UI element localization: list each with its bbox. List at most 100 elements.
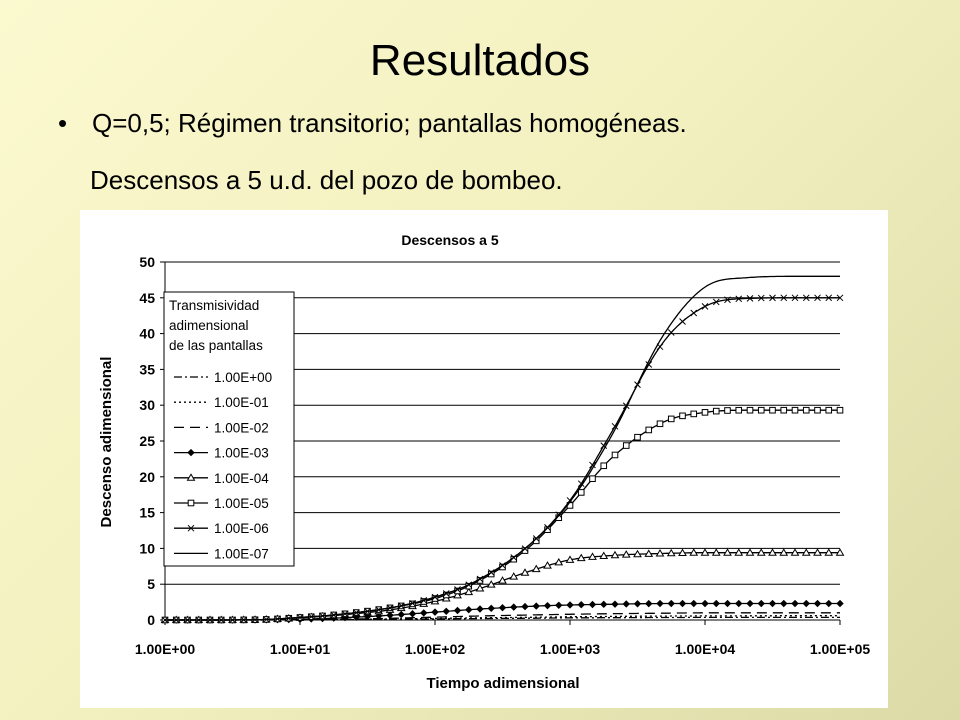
data-point	[801, 548, 811, 556]
data-point	[634, 433, 641, 441]
legend-label: 1.00E-05	[214, 496, 269, 511]
data-point	[745, 548, 755, 556]
y-tick-label: 40	[139, 326, 155, 342]
data-point	[746, 599, 754, 608]
legend-label: 1.00E-07	[214, 546, 269, 561]
data-point	[644, 549, 654, 557]
data-point	[622, 600, 630, 608]
legend-label: 1.00E-01	[214, 395, 269, 410]
data-point	[611, 600, 619, 608]
data-point	[790, 548, 800, 556]
data-point	[554, 557, 564, 566]
x-tick-label: 1.00E+01	[270, 641, 331, 657]
data-point	[645, 426, 653, 434]
data-point	[757, 406, 765, 414]
data-point	[813, 599, 822, 608]
data-point	[577, 601, 585, 609]
legend-marker	[186, 473, 196, 481]
data-point	[802, 294, 810, 302]
data-point	[780, 294, 788, 302]
legend-entry: 1.00E-06	[174, 521, 269, 536]
data-point	[577, 489, 585, 496]
data-point	[453, 606, 462, 615]
data-point	[498, 576, 507, 584]
data-point	[791, 406, 799, 414]
data-point	[814, 406, 821, 414]
data-point	[667, 415, 675, 423]
data-point	[678, 599, 687, 608]
data-point	[645, 599, 653, 608]
legend-entry: 1.00E-03	[174, 446, 269, 461]
y-tick-label: 35	[139, 361, 155, 377]
data-point	[543, 601, 552, 610]
data-point	[723, 548, 732, 556]
data-point	[679, 412, 686, 420]
chart-title: Descensos a 5	[401, 232, 498, 248]
y-tick-label: 45	[139, 290, 155, 306]
data-point	[656, 420, 664, 428]
data-point	[633, 600, 642, 608]
data-point	[566, 601, 574, 609]
data-point	[576, 553, 586, 562]
series-line	[165, 275, 840, 621]
y-tick-label: 5	[147, 576, 155, 592]
data-point	[442, 607, 450, 616]
data-point	[520, 568, 530, 576]
data-point	[825, 294, 833, 302]
data-point	[588, 552, 597, 560]
data-point	[600, 462, 608, 470]
legend-box	[163, 291, 295, 567]
data-point	[768, 599, 777, 608]
legend-label: 1.00E-03	[214, 446, 269, 461]
y-axis-label: Descenso adimensional	[98, 357, 115, 528]
data-point	[724, 296, 731, 304]
line-chart: 0 5 10 15 20 25 30 35 40 45 50 1.00E+00 1.00E+01 1.00…	[98, 232, 871, 692]
data-point	[486, 580, 496, 588]
data-point	[746, 295, 754, 302]
x-tick-label: 1.00E+00	[135, 641, 196, 657]
data-point	[746, 406, 754, 414]
x-tick-label: 1.00E+05	[810, 641, 871, 657]
data-point	[712, 407, 720, 415]
data-point	[791, 599, 799, 608]
data-point	[509, 572, 519, 580]
data-point	[565, 555, 575, 563]
legend-label: 1.00E-06	[214, 521, 269, 536]
chart-panel: 0 5 10 15 20 25 30 35 40 45 50 1.00E+00 1.00E+01 1.00…	[80, 210, 888, 708]
data-point	[814, 294, 821, 302]
data-point	[689, 548, 699, 556]
data-point	[599, 551, 609, 560]
data-point	[589, 475, 596, 482]
data-point	[543, 561, 552, 569]
legend-label: 1.00E-04	[214, 471, 269, 486]
data-point	[487, 604, 495, 613]
data-point	[757, 294, 765, 302]
legend-label: 1.00E-02	[214, 420, 269, 435]
data-point	[690, 599, 698, 608]
data-point	[836, 406, 844, 414]
data-point	[802, 599, 810, 608]
data-point	[600, 442, 608, 449]
y-tick-label: 25	[139, 433, 155, 449]
data-point	[824, 548, 834, 556]
data-point	[734, 548, 744, 556]
data-point	[475, 584, 485, 592]
data-point	[825, 406, 833, 414]
data-point	[667, 599, 675, 608]
data-point	[735, 599, 743, 608]
data-point	[431, 608, 439, 616]
data-point	[622, 442, 630, 449]
data-point	[769, 406, 776, 414]
data-point	[464, 587, 474, 596]
data-point	[835, 548, 845, 556]
data-point	[700, 548, 710, 556]
data-point	[555, 601, 563, 609]
data-point	[633, 549, 642, 558]
legend-marker	[187, 524, 195, 532]
data-point	[465, 605, 473, 614]
slide-title: Resultados	[369, 36, 591, 85]
data-point	[397, 610, 405, 619]
y-tick-label: 10	[139, 540, 155, 556]
data-point	[825, 599, 833, 608]
data-point	[588, 600, 597, 609]
